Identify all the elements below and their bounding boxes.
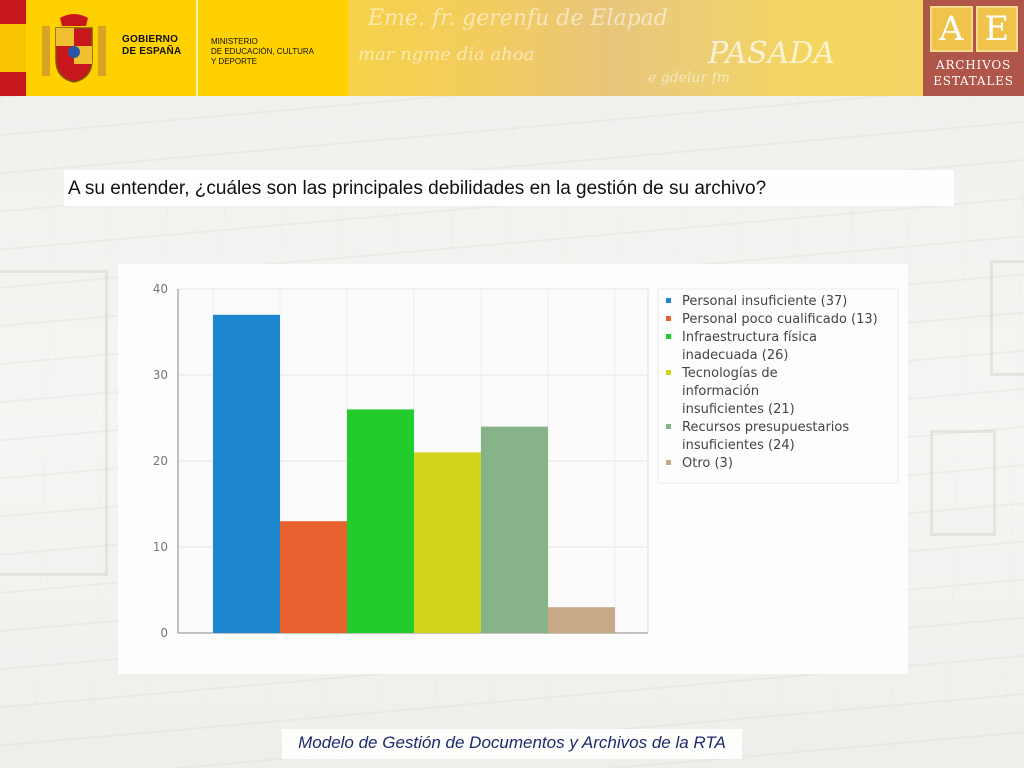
ae-name-line-2: ESTATALES xyxy=(933,74,1014,88)
slide-footer: Modelo de Gestión de Documentos y Archiv… xyxy=(298,733,726,752)
ministry-line-3: Y DEPORTE xyxy=(211,57,257,66)
ministry-line-2: DE EDUCACIÓN, CULTURA xyxy=(211,47,314,56)
ministry-logo: MINISTERIO DE EDUCACIÓN, CULTURA Y DEPOR… xyxy=(198,0,348,96)
slide-question: A su entender, ¿cuáles son las principal… xyxy=(68,178,767,199)
legend-swatch-1 xyxy=(666,298,671,303)
legend-label-1: Personal insuficiente (37) xyxy=(682,294,847,309)
coat-of-arms-icon xyxy=(42,14,106,83)
legend-label-4: información xyxy=(682,384,759,399)
ae-name-line-1: ARCHIVOS xyxy=(935,58,1011,72)
gov-line-2: DE ESPAÑA xyxy=(122,46,182,57)
legend-swatch-4 xyxy=(666,370,671,375)
banner-word: PASADA xyxy=(708,36,836,71)
footer-background xyxy=(282,729,742,759)
legend-label-5: insuficientes (24) xyxy=(682,438,795,453)
legend-label-3: inadecuada (26) xyxy=(682,348,788,363)
y-tick-label: 30 xyxy=(153,368,168,382)
bar-1 xyxy=(213,314,280,633)
legend-label-5: Recursos presupuestarios xyxy=(682,420,849,435)
legend-label-4: insuficientes (21) xyxy=(682,402,795,417)
y-tick-label: 40 xyxy=(153,282,168,296)
chart-panel: 0 10 20 30 40 Personal insuficiente (37) Perso… xyxy=(118,264,908,674)
bar-4 xyxy=(414,452,481,633)
background-frame-left xyxy=(0,270,108,576)
manuscript-banner-image: Eme. fr. gerenfu de Elapad mar ngme dia … xyxy=(348,0,923,96)
gov-line-1: GOBIERNO xyxy=(122,34,179,45)
bar-6 xyxy=(548,607,615,633)
bar-5 xyxy=(481,426,548,633)
y-tick-label: 20 xyxy=(153,454,168,468)
archivos-estatales-logo: A E ARCHIVOS ESTATALES xyxy=(923,0,1024,96)
government-logo: GOBIERNO DE ESPAÑA xyxy=(26,0,196,96)
spain-flag-icon: ★ ★ ★ xyxy=(0,0,26,96)
legend-label-6: Otro (3) xyxy=(682,456,733,471)
header-banner: ★ ★ ★ GOBIERNO DE ESPAÑA MINISTERIO DE E… xyxy=(0,0,1024,96)
y-tick-label: 10 xyxy=(153,540,168,554)
ae-letter-a: A xyxy=(930,6,973,52)
legend-label-4: Tecnologías de xyxy=(681,366,778,381)
header-separator xyxy=(196,0,198,96)
background-frame-right xyxy=(930,430,996,536)
bar-3 xyxy=(347,409,414,633)
legend-swatch-5 xyxy=(666,424,671,429)
bar-2 xyxy=(280,521,347,633)
bar-chart: 0 10 20 30 40 Personal insuficiente (37) Perso… xyxy=(153,282,899,640)
legend-swatch-2 xyxy=(666,316,671,321)
ministry-line-1: MINISTERIO xyxy=(211,37,258,46)
ae-letter-e: E xyxy=(975,6,1018,52)
legend-label-3: Infraestructura física xyxy=(682,330,817,345)
legend-label-2: Personal poco cualificado (13) xyxy=(682,312,878,327)
question-background xyxy=(64,170,954,206)
legend-swatch-3 xyxy=(666,334,671,339)
legend-box xyxy=(657,288,899,484)
legend-swatch-6 xyxy=(666,460,671,465)
y-tick-label: 0 xyxy=(160,626,168,640)
background-frame-right-top xyxy=(990,260,1024,376)
